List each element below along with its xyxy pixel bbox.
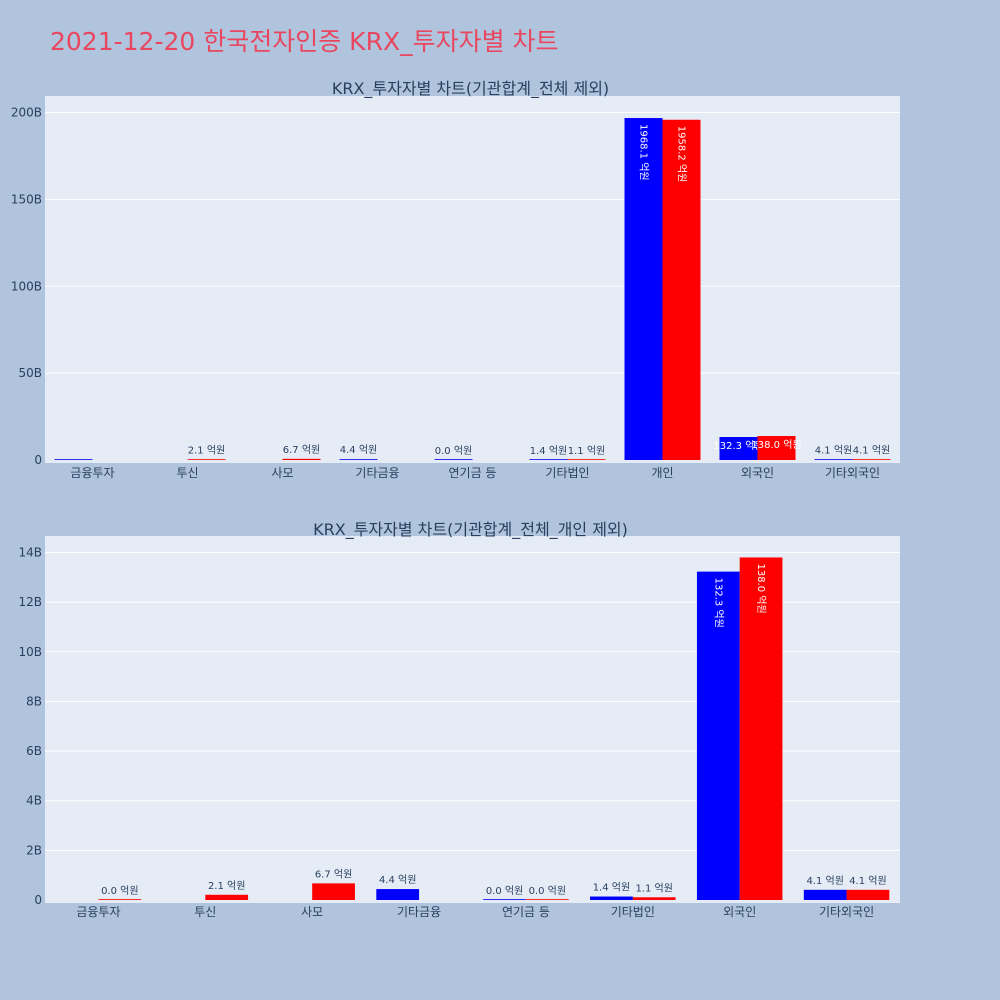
- bar-label: 0.0 억원: [435, 445, 472, 457]
- bar-label: 4.1 억원: [815, 444, 852, 456]
- x-tick-label: 투신: [176, 466, 198, 480]
- bar-label: 2.1 억원: [208, 880, 245, 892]
- y-tick-label: 14B: [18, 546, 42, 560]
- bar-label: 132.3 억원: [712, 578, 724, 628]
- x-tick-label: 기타금융: [397, 905, 441, 919]
- y-tick-label: 10B: [18, 645, 42, 659]
- bar-label: 1968.1 억원: [638, 124, 650, 181]
- bar-label: 4.4 억원: [379, 874, 416, 886]
- bar: [662, 119, 701, 460]
- y-tick-label: 2B: [26, 843, 42, 857]
- bar: [803, 889, 847, 900]
- bar: [339, 459, 378, 460]
- y-tick-label: 150B: [11, 192, 42, 206]
- bar: [376, 889, 420, 900]
- bar: [757, 436, 796, 460]
- x-tick-label: 사모: [301, 905, 323, 919]
- page-title: 2021-12-20 한국전자인증 KRX_투자자별 차트: [50, 27, 559, 56]
- y-tick-label: 200B: [11, 106, 42, 120]
- y-tick-label: 0: [34, 453, 42, 467]
- x-tick-label: 기타법인: [545, 466, 589, 480]
- x-tick-label: 기타법인: [611, 905, 655, 919]
- x-tick-label: 기타외국인: [825, 466, 880, 480]
- bar-label: 4.1 억원: [849, 875, 886, 887]
- bar: [567, 459, 606, 460]
- bar: [187, 459, 226, 460]
- bar-label: 0.0 억원: [486, 885, 523, 897]
- bar: [814, 459, 853, 460]
- y-tick-label: 8B: [26, 694, 42, 708]
- y-tick-label: 50B: [18, 366, 42, 380]
- x-tick-label: 금융투자: [76, 905, 120, 919]
- y-tick-label: 0: [34, 893, 42, 907]
- bar: [846, 889, 890, 900]
- x-tick-label: 연기금 등: [502, 905, 550, 919]
- bar: [719, 437, 758, 460]
- bar-label: 0.0 억원: [529, 885, 566, 897]
- bar: [312, 883, 355, 900]
- bar: [632, 897, 676, 900]
- bar: [529, 459, 568, 460]
- bar-label: 1.4 억원: [593, 882, 630, 894]
- bar-label: 2.1 억원: [188, 445, 225, 457]
- y-tick-label: 12B: [18, 595, 42, 609]
- bar-label: 6.7 억원: [315, 868, 352, 880]
- bar: [434, 459, 473, 460]
- x-tick-label: 사모: [271, 466, 293, 480]
- bar-label: 4.1 억원: [853, 444, 890, 456]
- bar-label: 0.0 억원: [101, 885, 138, 897]
- bar-label: 138.0 억원: [751, 439, 801, 451]
- bar: [282, 458, 321, 460]
- bar: [205, 894, 249, 900]
- bar-label: 4.4 억원: [340, 444, 377, 456]
- bar: [696, 571, 740, 900]
- bar: [739, 557, 783, 900]
- y-tick-label: 6B: [26, 744, 42, 758]
- x-tick-label: 외국인: [741, 466, 774, 480]
- bar-label: 1.1 억원: [635, 882, 672, 894]
- bar-label: 1.1 억원: [568, 445, 605, 457]
- bar: [525, 899, 569, 900]
- bar: [624, 118, 663, 460]
- bar-label: 1958.2 억원: [676, 126, 688, 183]
- y-tick-label: 4B: [26, 794, 42, 808]
- x-tick-label: 개인: [651, 466, 673, 480]
- x-tick-label: 금융투자: [70, 466, 114, 480]
- bar: [54, 459, 93, 460]
- chart-title: KRX_투자자별 차트(기관합계_전체 제외): [332, 79, 609, 99]
- bar-label: 1.4 억원: [530, 445, 567, 457]
- plot-area: [45, 96, 900, 463]
- y-tick-label: 100B: [11, 279, 42, 293]
- bar: [590, 896, 633, 900]
- x-tick-label: 외국인: [723, 905, 756, 919]
- chart-title: KRX_투자자별 차트(기관합계_전체_개인 제외): [313, 520, 628, 540]
- x-tick-label: 기타금융: [355, 466, 399, 480]
- bar-label: 132.3 억원: [713, 440, 763, 452]
- bar: [483, 899, 526, 900]
- bar: [852, 459, 891, 460]
- x-tick-label: 투신: [194, 905, 216, 919]
- bar: [98, 899, 142, 900]
- x-tick-label: 연기금 등: [449, 466, 497, 480]
- bar-label: 4.1 억원: [806, 875, 843, 887]
- bar-label: 138.0 억원: [755, 563, 767, 613]
- bar-label: 6.7 억원: [283, 444, 320, 456]
- x-tick-label: 기타외국인: [819, 905, 874, 919]
